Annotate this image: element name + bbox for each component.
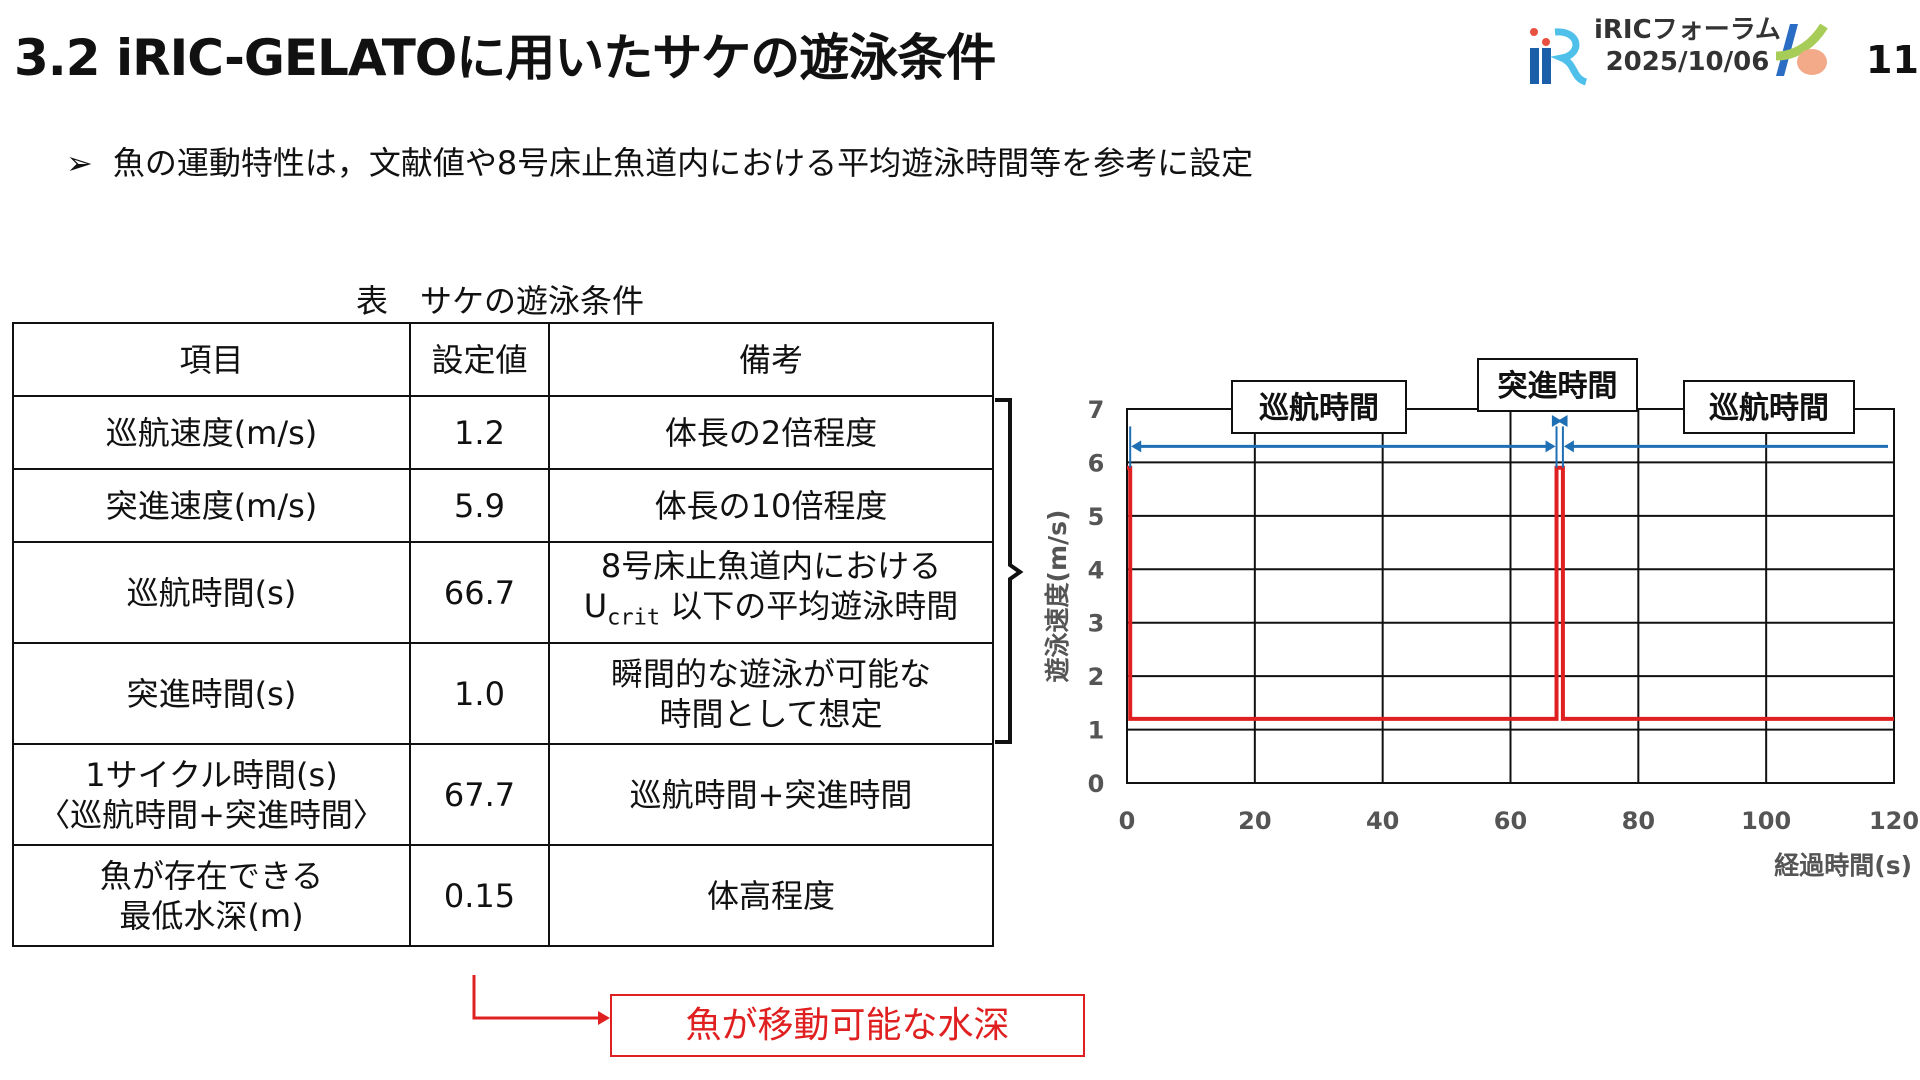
cell-item: 突進速度(m/s)	[12, 468, 411, 543]
header-value: 設定値	[409, 322, 550, 397]
note-subscript: crit	[607, 605, 661, 631]
forum-date: 2025/10/06	[1605, 47, 1770, 77]
forum-info: iRICフォーラム 2025/10/06	[1594, 14, 1781, 78]
x-tick-label: 80	[1622, 807, 1655, 835]
cell-note: 体長の2倍程度	[548, 395, 994, 470]
annotation-box	[1683, 380, 1855, 434]
annotation-arrowhead-right	[1551, 415, 1562, 427]
note-u: U	[583, 587, 608, 626]
table-row: 突進時間(s) 1.0 瞬間的な遊泳が可能な 時間として想定	[12, 642, 994, 745]
x-tick-label: 20	[1238, 807, 1271, 835]
bullet-text: 魚の運動特性は，文献値や8号床止魚道内における平均遊泳時間等を参考に設定	[112, 144, 1254, 182]
x-tick-label: 120	[1869, 807, 1919, 835]
annotation-box	[1477, 358, 1638, 412]
cell-note: 瞬間的な遊泳が可能な 時間として想定	[548, 642, 994, 745]
y-tick-label: 2	[1088, 663, 1105, 691]
cell-note: 巡航時間+突進時間	[548, 743, 994, 846]
header-item: 項目	[12, 322, 411, 397]
x-tick-label: 0	[1119, 807, 1136, 835]
y-tick-label: 3	[1088, 610, 1105, 638]
table-caption: 表 サケの遊泳条件	[355, 282, 644, 320]
cell-note: 体高程度	[548, 844, 994, 947]
annotation-label: 巡航時間	[1259, 391, 1379, 426]
forum-name: iRICフォーラム	[1594, 15, 1781, 45]
table-row: 魚が存在できる 最低水深(m) 0.15 体高程度	[12, 844, 994, 947]
bullet-arrow-icon: ➢	[66, 144, 93, 182]
cell-value: 1.2	[409, 395, 550, 470]
cell-item: 巡航速度(m/s)	[12, 395, 411, 470]
callout-box: 魚が移動可能な水深	[610, 994, 1085, 1057]
annotation-label: 巡航時間	[1709, 391, 1829, 426]
note-line: 瞬間的な遊泳が可能な	[610, 654, 931, 693]
page-number: 11	[1866, 38, 1919, 82]
kai-koei-logo	[1775, 23, 1828, 76]
note-line: 以下の平均遊泳時間	[660, 587, 959, 626]
annotation-label: 突進時間	[1498, 369, 1618, 404]
callout-arrow	[472, 975, 600, 1020]
y-tick-label: 6	[1088, 449, 1105, 477]
annotation-arrowhead-right	[1545, 440, 1556, 453]
y-tick-label: 1	[1088, 717, 1105, 745]
item-line: 魚が存在できる	[99, 856, 324, 895]
cell-item: 突進時間(s)	[12, 642, 411, 745]
speed-series-line	[1127, 465, 1894, 721]
x-tick-label: 40	[1366, 807, 1399, 835]
cell-value: 5.9	[409, 468, 550, 543]
cell-value: 67.7	[409, 743, 550, 846]
y-tick-label: 0	[1088, 770, 1105, 798]
x-axis-title: 経過時間(s)	[1774, 851, 1912, 880]
cell-value: 66.7	[409, 541, 550, 644]
annotation-arrowhead-left	[1131, 440, 1142, 453]
y-tick-label: 7	[1088, 396, 1105, 424]
annotation-box	[1231, 380, 1407, 434]
table-row: 巡航時間(s) 66.7 8号床止魚道内における Ucrit 以下の平均遊泳時間	[12, 541, 994, 644]
table-row: 巡航速度(m/s) 1.2 体長の2倍程度	[12, 395, 994, 470]
y-tick-label: 5	[1088, 503, 1105, 531]
iric-logo	[1530, 28, 1588, 86]
annotation-arrowhead-left	[1557, 415, 1568, 427]
bracket	[995, 398, 1024, 744]
cell-item: 魚が存在できる 最低水深(m)	[12, 844, 411, 947]
note-line: 時間として想定	[659, 694, 883, 733]
table-row: 1サイクル時間(s) 〈巡航時間+突進時間〉 67.7 巡航時間+突進時間	[12, 743, 994, 846]
x-tick-label: 100	[1741, 807, 1791, 835]
cell-item: 1サイクル時間(s) 〈巡航時間+突進時間〉	[12, 743, 411, 846]
slide-title: 3.2 iRIC-GELATOに用いたサケの遊泳条件	[14, 29, 996, 87]
callout-arrowhead	[598, 1011, 610, 1025]
cell-note: 8号床止魚道内における Ucrit 以下の平均遊泳時間	[548, 541, 994, 644]
cell-value: 1.0	[409, 642, 550, 745]
header-note: 備考	[548, 322, 994, 397]
item-line: 1サイクル時間(s)	[85, 755, 338, 794]
bullet-point: ➢ 魚の運動特性は，文献値や8号床止魚道内における平均遊泳時間等を参考に設定	[66, 138, 1253, 184]
note-line: 8号床止魚道内における	[600, 547, 942, 586]
item-line: 最低水深(m)	[119, 896, 304, 935]
annotation-arrowhead-left	[1563, 440, 1574, 453]
x-tick-label: 60	[1494, 807, 1527, 835]
y-tick-label: 4	[1088, 556, 1105, 584]
table-header-row: 項目 設定値 備考	[12, 322, 994, 397]
table-row: 突進速度(m/s) 5.9 体長の10倍程度	[12, 468, 994, 543]
y-axis-title: 遊泳速度(m/s)	[1043, 510, 1072, 683]
cell-value: 0.15	[409, 844, 550, 947]
cell-item: 巡航時間(s)	[12, 541, 411, 644]
swim-conditions-table: 項目 設定値 備考 巡航速度(m/s) 1.2 体長の2倍程度 突進速度(m/s…	[12, 322, 994, 947]
item-line: 〈巡航時間+突進時間〉	[38, 795, 385, 834]
cell-note: 体長の10倍程度	[548, 468, 994, 543]
speed-chart: 0 1 2 3 4 5 6 7 0 20 40 60 80 100 120 遊泳速度(m/s) 経過時間(s) 巡…	[1043, 358, 1919, 880]
